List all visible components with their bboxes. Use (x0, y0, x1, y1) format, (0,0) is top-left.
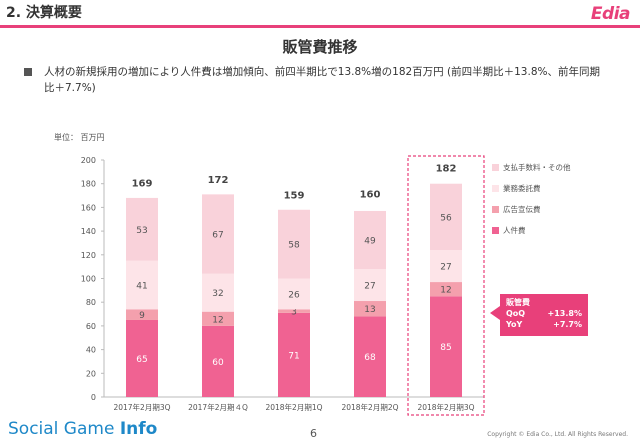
legend-swatch (492, 227, 499, 234)
bar-segment (354, 269, 386, 302)
legend-label: 人件費 (503, 225, 526, 235)
bullet-square-icon (24, 68, 32, 76)
total-data-label: 169 (132, 179, 153, 190)
bar-segment (202, 273, 234, 312)
total-data-label: 182 (436, 163, 457, 174)
segment-data-label: 68 (364, 353, 376, 363)
highlight-box (407, 155, 485, 416)
legend-label: 支払手数料・その他 (503, 162, 571, 172)
copyright: Copyright © Edia Co., Ltd. All Rights Re… (487, 431, 628, 438)
header-divider (0, 25, 640, 28)
legend-swatch (492, 185, 499, 192)
bar-segment (354, 316, 386, 397)
segment-data-label: 65 (136, 355, 147, 365)
segment-data-label: 12 (440, 286, 451, 296)
y-tick-label: 160 (81, 203, 96, 212)
total-data-label: 159 (284, 191, 305, 202)
bar-segment (278, 312, 310, 397)
section-title: 2. 決算概要 (6, 5, 82, 21)
legend-swatch (492, 164, 499, 171)
x-tick-label: 2017年2月期3Q (113, 402, 170, 412)
segment-data-label: 49 (364, 236, 376, 246)
x-tick-label: 2018年2月期3Q (417, 402, 474, 412)
callout-qoq-label: QoQ (506, 309, 526, 318)
y-tick-label: 40 (86, 346, 96, 355)
segment-data-label: 60 (212, 358, 224, 368)
segment-data-label: 27 (440, 263, 451, 273)
y-tick-label: 120 (81, 251, 96, 260)
edia-logo: Edia (590, 4, 631, 24)
segment-data-label: 56 (440, 213, 452, 223)
y-tick-label: 0 (91, 393, 96, 402)
bar-segment (126, 197, 158, 261)
y-tick-label: 180 (81, 180, 96, 189)
bar-segment (202, 194, 234, 274)
callout-title: 販管費 (506, 298, 530, 307)
segment-data-label: 67 (212, 231, 223, 241)
y-tick-label: 80 (86, 298, 96, 307)
segment-data-label: 53 (136, 226, 147, 236)
segment-data-label: 58 (288, 241, 300, 251)
bar-segment (430, 183, 462, 251)
segment-data-label: 71 (288, 351, 299, 361)
bar-segment (126, 319, 158, 397)
bar-segment (278, 278, 310, 310)
y-tick-label: 200 (81, 156, 96, 165)
bar-segment (354, 210, 386, 270)
bar-segment (278, 309, 310, 313)
callout-yoy-row: YoY +7.7% (506, 319, 582, 330)
total-data-label: 160 (360, 189, 381, 200)
bar-segment (354, 301, 386, 317)
y-tick-label: 20 (86, 369, 96, 378)
legend-label: 広告宣伝費 (503, 204, 541, 214)
unit-label: 単位： 百万円 (54, 133, 105, 142)
segment-data-label: 3 (291, 308, 297, 318)
legend-swatch (492, 206, 499, 213)
bar-segment (430, 250, 462, 283)
segment-data-label: 41 (136, 282, 147, 292)
callout-yoy-label: YoY (506, 320, 523, 329)
y-tick-label: 140 (81, 227, 96, 236)
x-tick-label: 2018年2月期2Q (341, 402, 398, 412)
bar-segment (126, 309, 158, 320)
bar-segment (278, 209, 310, 279)
footer-brand-logo: Social Game Info (8, 419, 157, 439)
segment-data-label: 26 (288, 290, 300, 300)
callout-yoy-value: +7.7% (553, 320, 582, 329)
segment-data-label: 12 (212, 315, 223, 325)
bar-segment (430, 282, 462, 297)
bar-segment (202, 311, 234, 326)
footer-brand-part1: Social Game (8, 419, 120, 439)
segment-data-label: 13 (364, 305, 375, 315)
y-tick-label: 100 (81, 275, 96, 284)
segment-data-label: 9 (139, 311, 145, 321)
segment-data-label: 85 (440, 343, 451, 353)
total-data-label: 172 (208, 175, 229, 186)
callout-qoq-value: +13.8% (547, 309, 582, 318)
bar-segment (430, 296, 462, 397)
callout-arrow-icon (490, 306, 500, 320)
callout-qoq-row: QoQ +13.8% (506, 308, 582, 319)
bar-segment (202, 325, 234, 397)
x-tick-label: 2017年2月期４Q (188, 402, 248, 412)
summary-bullet: 人材の新規採用の増加により人件費は増加傾向、前四半期比で13.8%増の182百万… (44, 66, 600, 94)
segment-data-label: 27 (364, 282, 375, 292)
growth-callout: 販管費 QoQ +13.8% YoY +7.7% (500, 294, 588, 336)
y-tick-label: 60 (86, 322, 96, 331)
bar-segment (126, 260, 158, 310)
legend-label: 業務委託費 (503, 183, 541, 193)
page-number: 6 (310, 427, 317, 440)
slide-title: 販管費推移 (282, 38, 358, 56)
footer-brand-part2: Info (119, 419, 158, 439)
x-tick-label: 2018年2月期1Q (265, 402, 322, 412)
segment-data-label: 32 (212, 289, 223, 299)
